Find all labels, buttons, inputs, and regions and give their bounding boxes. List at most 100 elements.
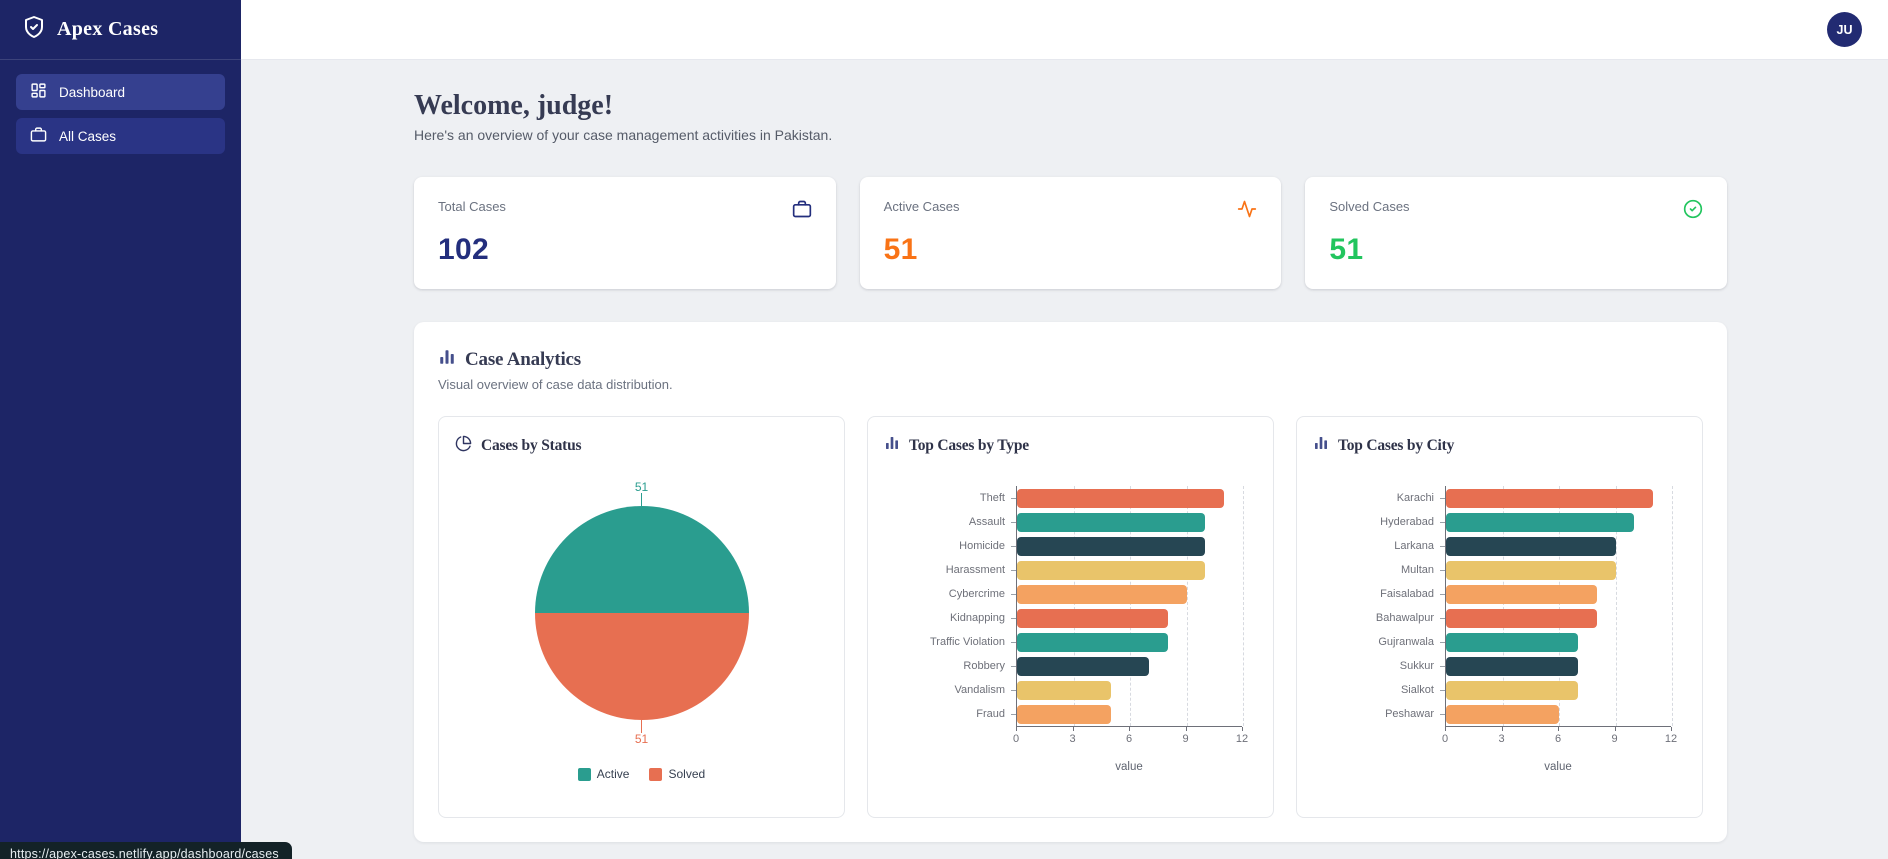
axis-tick <box>1440 521 1445 523</box>
axis-tick-label: 6 <box>1554 733 1562 745</box>
bar-cybercrime[interactable] <box>1017 584 1187 604</box>
axis-tick <box>1011 593 1016 595</box>
bar-category-label: Robbery <box>963 660 1005 672</box>
axis-tick <box>1445 727 1446 731</box>
stat-card-solved-cases: Solved Cases 51 <box>1305 177 1728 289</box>
bar-category-label: Sukkur <box>1399 660 1434 672</box>
axis-tick <box>1614 727 1616 731</box>
check-circle-icon <box>1683 199 1703 224</box>
bar-category-label: Fraud <box>976 708 1005 720</box>
x-axis-label: value <box>1115 761 1143 773</box>
bar-gujranwala[interactable] <box>1446 632 1578 652</box>
stat-label: Total Cases <box>438 199 506 214</box>
bar-bahawalpur[interactable] <box>1446 608 1597 628</box>
analytics-panel: Case Analytics Visual overview of case d… <box>414 322 1727 842</box>
axis-tick <box>1671 727 1672 731</box>
axis-tick <box>1185 727 1187 731</box>
bar-karachi[interactable] <box>1446 488 1654 508</box>
bar-fraud[interactable] <box>1017 704 1112 724</box>
analytics-title: Case Analytics <box>465 348 581 370</box>
axis-tick <box>1440 713 1445 715</box>
activity-icon <box>1237 199 1257 224</box>
chart-title: Top Cases by Type <box>909 436 1029 454</box>
bar-homicide[interactable] <box>1017 536 1206 556</box>
axis-tick-label: 9 <box>1611 733 1618 745</box>
briefcase-icon <box>792 199 812 224</box>
analytics-subtitle: Visual overview of case data distributio… <box>438 377 673 392</box>
legend-swatch <box>577 767 591 781</box>
bar-chart-icon <box>884 435 900 456</box>
axis-tick <box>1016 727 1017 731</box>
bar-traffic-violation[interactable] <box>1017 632 1168 652</box>
user-avatar[interactable]: JU <box>1827 12 1862 47</box>
bar-category-label: Hyderabad <box>1380 516 1434 528</box>
bar-harassment[interactable] <box>1017 560 1206 580</box>
bar-chart-icon <box>438 348 456 371</box>
bar-chart-icon <box>1313 435 1329 456</box>
axis-tick-label: 3 <box>1498 733 1505 745</box>
pie-chart-icon <box>455 435 472 457</box>
axis-tick <box>1440 665 1445 667</box>
axis-tick <box>1242 727 1243 731</box>
type-bar-chart: Theft Assault Homicide Harassment Cybercrime… <box>884 486 1257 773</box>
bar-kidnapping[interactable] <box>1017 608 1168 628</box>
bar-sialkot[interactable] <box>1446 680 1578 700</box>
shield-check-icon <box>22 15 46 44</box>
bar-category-label: Theft <box>979 492 1005 504</box>
axis-tick <box>1440 617 1445 619</box>
stat-label: Solved Cases <box>1329 199 1410 214</box>
status-url-tooltip: https://apex-cases.netlify.app/dashboard… <box>0 842 292 859</box>
pie-chart-card: Cases by Status 51 51 Active Solved <box>438 416 845 818</box>
bar-category-label: Traffic Violation <box>929 636 1005 648</box>
axis-tick <box>1440 569 1445 571</box>
bar-assault[interactable] <box>1017 512 1206 532</box>
axis-tick <box>1011 641 1016 643</box>
bar-category-label: Peshawar <box>1385 708 1434 720</box>
page-subtitle: Here's an overview of your case manageme… <box>414 127 833 143</box>
axis-tick <box>1440 497 1445 499</box>
bar-sukkur[interactable] <box>1446 656 1578 676</box>
legend-label: Active <box>596 767 630 781</box>
sidebar-item-all-cases[interactable]: All Cases <box>16 118 225 154</box>
bar-faisalabad[interactable] <box>1446 584 1597 604</box>
sidebar-item-dashboard[interactable]: Dashboard <box>16 74 225 110</box>
status-pie-chart: 51 51 Active Solved <box>455 481 828 781</box>
legend-item-solved[interactable]: Solved <box>649 767 705 781</box>
bar-category-label: Homicide <box>959 540 1005 552</box>
axis-tick <box>1011 569 1016 571</box>
bar-category-label: Assault <box>968 516 1005 528</box>
city-bar-chart-card: Top Cases by City Karachi Hyderabad Larkan… <box>1296 416 1703 818</box>
axis-tick <box>1011 617 1016 619</box>
axis-tick <box>1072 727 1074 731</box>
stats-row: Total Cases 102 Active Cases <box>414 177 1728 289</box>
bar-vandalism[interactable] <box>1017 680 1112 700</box>
axis-tick-label: 12 <box>1664 733 1678 745</box>
bar-category-label: Harassment <box>945 564 1005 576</box>
bar-hyderabad[interactable] <box>1446 512 1635 532</box>
chart-title: Cases by Status <box>481 437 582 454</box>
stat-value: 102 <box>438 233 489 266</box>
sidebar-item-label: All Cases <box>59 128 117 144</box>
stat-card-active-cases: Active Cases 51 <box>859 177 1282 289</box>
bar-category-label: Gujranwala <box>1378 636 1434 648</box>
bar-theft[interactable] <box>1017 488 1225 508</box>
charts-row: Cases by Status 51 51 Active Solved <box>438 416 1703 818</box>
pie-chart[interactable] <box>534 506 749 720</box>
bar-category-label: Karachi <box>1396 492 1434 504</box>
axis-tick <box>1011 689 1016 691</box>
top-header: JU <box>241 0 1888 60</box>
legend-item-active[interactable]: Active <box>577 767 630 781</box>
bar-robbery[interactable] <box>1017 656 1149 676</box>
bar-category-label: Vandalism <box>954 684 1005 696</box>
layout-dashboard-icon <box>30 82 47 102</box>
axis-tick-label: 0 <box>1012 733 1020 745</box>
axis-tick-label: 9 <box>1182 733 1189 745</box>
axis-tick <box>1011 521 1016 523</box>
legend-swatch <box>649 767 663 781</box>
axis-tick <box>1011 545 1016 547</box>
bar-peshawar[interactable] <box>1446 704 1559 724</box>
axis-tick <box>1011 713 1016 715</box>
axis-tick <box>1440 689 1445 691</box>
bar-larkana[interactable] <box>1446 536 1616 556</box>
bar-multan[interactable] <box>1446 560 1616 580</box>
